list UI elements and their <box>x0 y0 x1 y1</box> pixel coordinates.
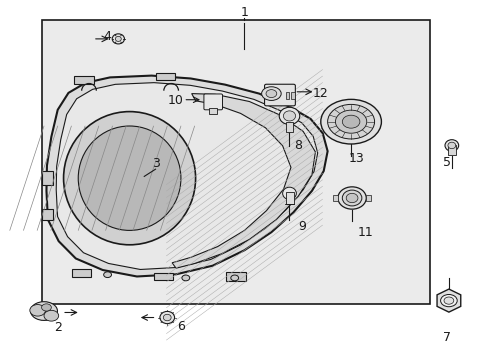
FancyBboxPatch shape <box>264 84 295 106</box>
Text: 4: 4 <box>103 30 111 42</box>
Polygon shape <box>172 94 315 268</box>
Ellipse shape <box>265 90 276 98</box>
Circle shape <box>342 115 359 128</box>
Bar <box>42 209 53 220</box>
Circle shape <box>230 275 238 281</box>
Polygon shape <box>56 83 317 270</box>
Text: 3: 3 <box>152 157 160 170</box>
Bar <box>285 122 293 132</box>
Ellipse shape <box>444 140 458 151</box>
Text: 11: 11 <box>357 226 373 239</box>
Ellipse shape <box>115 36 121 41</box>
Ellipse shape <box>261 87 281 100</box>
Text: 12: 12 <box>312 87 327 100</box>
Ellipse shape <box>78 126 181 230</box>
Text: 9: 9 <box>297 220 305 233</box>
Ellipse shape <box>447 142 455 149</box>
Bar <box>225 272 246 281</box>
Ellipse shape <box>337 187 366 209</box>
Bar <box>209 108 217 114</box>
Circle shape <box>335 110 366 133</box>
Polygon shape <box>436 289 460 312</box>
Polygon shape <box>46 76 327 276</box>
Bar <box>447 145 455 155</box>
Circle shape <box>440 294 456 307</box>
Text: 1: 1 <box>240 6 248 19</box>
Text: 8: 8 <box>294 139 302 152</box>
Bar <box>291 92 295 99</box>
Ellipse shape <box>279 107 299 125</box>
Circle shape <box>30 305 45 316</box>
Ellipse shape <box>282 187 296 199</box>
Ellipse shape <box>283 111 295 121</box>
FancyBboxPatch shape <box>203 94 222 110</box>
Text: 2: 2 <box>54 321 61 334</box>
Bar <box>41 20 429 304</box>
Ellipse shape <box>112 34 124 44</box>
Ellipse shape <box>44 310 59 321</box>
Bar <box>285 192 294 204</box>
Bar <box>74 76 94 84</box>
Text: 10: 10 <box>168 94 183 107</box>
Circle shape <box>103 272 111 278</box>
Bar <box>42 171 53 185</box>
Bar <box>365 195 370 201</box>
Circle shape <box>182 275 189 281</box>
Circle shape <box>320 99 381 144</box>
Text: 6: 6 <box>177 320 184 333</box>
Circle shape <box>443 297 453 304</box>
Text: 5: 5 <box>443 156 450 168</box>
Text: 7: 7 <box>443 331 450 344</box>
Bar <box>333 195 338 201</box>
Bar <box>154 273 172 280</box>
Ellipse shape <box>346 193 357 203</box>
Circle shape <box>327 104 374 139</box>
Bar <box>156 73 175 80</box>
Ellipse shape <box>342 190 361 206</box>
Circle shape <box>41 304 51 311</box>
Ellipse shape <box>160 311 174 324</box>
Ellipse shape <box>163 314 171 321</box>
Bar <box>72 269 91 277</box>
Bar <box>285 92 289 99</box>
Text: 13: 13 <box>348 152 364 165</box>
Ellipse shape <box>30 302 58 320</box>
Ellipse shape <box>63 112 195 245</box>
